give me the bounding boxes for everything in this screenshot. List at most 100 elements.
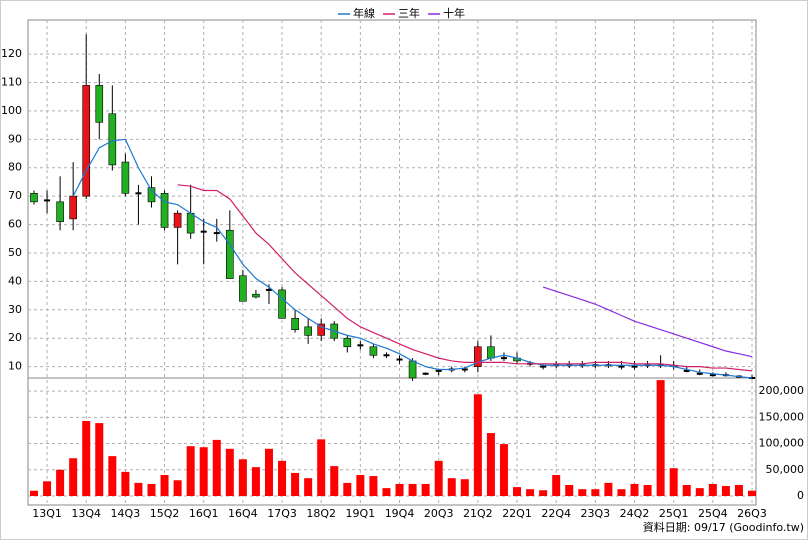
candle-body (82, 85, 91, 197)
volume-bar (30, 490, 38, 496)
y-tick-label: 90 (8, 132, 22, 145)
volume-bar (356, 475, 365, 496)
volume-bar (82, 421, 91, 496)
ma-line (177, 184, 753, 372)
candle-body (474, 346, 482, 367)
candle-body (160, 193, 169, 228)
volume-bar (499, 444, 508, 496)
y-tick-label: 40 (8, 274, 22, 287)
volume-bar (721, 486, 730, 496)
volume-bar (604, 482, 613, 496)
volume-bar (212, 439, 221, 496)
volume-bar (565, 484, 574, 496)
x-tick-label: 16Q1 (189, 507, 219, 520)
x-tick-label: 22Q4 (541, 507, 571, 520)
y2-tick-label: 50,000 (766, 463, 805, 476)
x-tick-label: 13Q1 (32, 507, 62, 520)
x-tick-label: 19Q4 (385, 507, 415, 520)
volume-bar (395, 483, 404, 496)
candle-body (291, 318, 299, 330)
candle-body (252, 293, 260, 298)
y-tick-label: 100 (1, 104, 22, 117)
volume-bar (473, 394, 482, 496)
ma-line (72, 138, 753, 379)
volume-bar (108, 456, 117, 496)
volume-bar (708, 483, 717, 496)
candle-body (147, 187, 156, 203)
x-tick-label: 19Q1 (346, 507, 376, 520)
volume-bar (304, 478, 313, 496)
volume-bar (238, 459, 247, 496)
volume-bar (434, 460, 443, 496)
x-tick-label: 18Q2 (306, 507, 336, 520)
legend-label: 三年 (398, 6, 420, 20)
candle-body (121, 161, 130, 194)
volume-bar (656, 380, 665, 496)
y-tick-label: 70 (8, 189, 22, 202)
volume-bar (748, 490, 756, 496)
y-tick-label: 110 (1, 76, 22, 89)
y2-tick-label: 200,000 (759, 384, 805, 397)
volume-bar (264, 448, 273, 496)
candle-body (173, 212, 182, 228)
candle-body (317, 323, 326, 336)
candle-body (487, 346, 495, 359)
x-tick-label: 17Q3 (267, 507, 297, 520)
volume-bar (643, 484, 652, 496)
volume-bar (186, 446, 195, 496)
volume-bar (251, 467, 260, 496)
x-tick-label: 20Q3 (424, 507, 454, 520)
volume-bar (408, 483, 417, 496)
footnote: 資料日期: 09/17 (Goodinfo.tw) (643, 520, 804, 534)
volume-bar (617, 489, 626, 496)
ma-line (542, 286, 753, 358)
volume-bar (291, 472, 300, 496)
volume-bar (447, 478, 456, 496)
candle-body (69, 195, 77, 220)
volume-bar (134, 482, 143, 496)
volume-bar (591, 489, 600, 496)
volume-bar (682, 484, 691, 496)
volume-bar (526, 489, 535, 496)
candle-body (408, 360, 417, 379)
volume-bar (486, 433, 495, 496)
legend-label: 年線 (353, 6, 375, 20)
x-tick-label: 23Q3 (581, 507, 611, 520)
volume-bar (460, 479, 469, 496)
candle-body (30, 193, 38, 203)
y2-tick-label: 150,000 (759, 410, 805, 423)
x-tick-label: 24Q2 (620, 507, 650, 520)
y-tick-label: 50 (8, 246, 22, 259)
x-tick-label: 16Q4 (228, 507, 258, 520)
candle-body (343, 337, 352, 348)
volume-bar (734, 484, 743, 496)
x-tick-label: 14Q3 (111, 507, 141, 520)
volume-bar (382, 488, 391, 496)
volume-bar (669, 468, 678, 496)
candle-body (226, 229, 234, 279)
legend-label: 十年 (443, 6, 465, 20)
volume-bar (199, 447, 208, 496)
candle-body (108, 113, 117, 166)
volume-bar (552, 475, 561, 496)
volume-bar (578, 489, 587, 496)
volume-pane (27, 377, 757, 506)
y2-tick-label: 100,000 (759, 437, 805, 450)
y-tick-label: 80 (8, 161, 22, 174)
y-tick-label: 20 (8, 331, 22, 344)
y-tick-label: 30 (8, 303, 22, 316)
candle-body (186, 212, 195, 234)
y-tick-label: 120 (1, 47, 22, 60)
volume-bar (225, 448, 234, 496)
volume-bar (421, 483, 430, 496)
volume-bar (343, 482, 352, 496)
x-tick-label: 22Q1 (502, 507, 532, 520)
x-tick-label: 13Q4 (71, 507, 101, 520)
x-tick-label: 25Q1 (659, 507, 689, 520)
volume-bar (330, 466, 339, 496)
candle-body (278, 289, 286, 319)
volume-bar (56, 469, 65, 496)
volume-bar (121, 471, 130, 496)
